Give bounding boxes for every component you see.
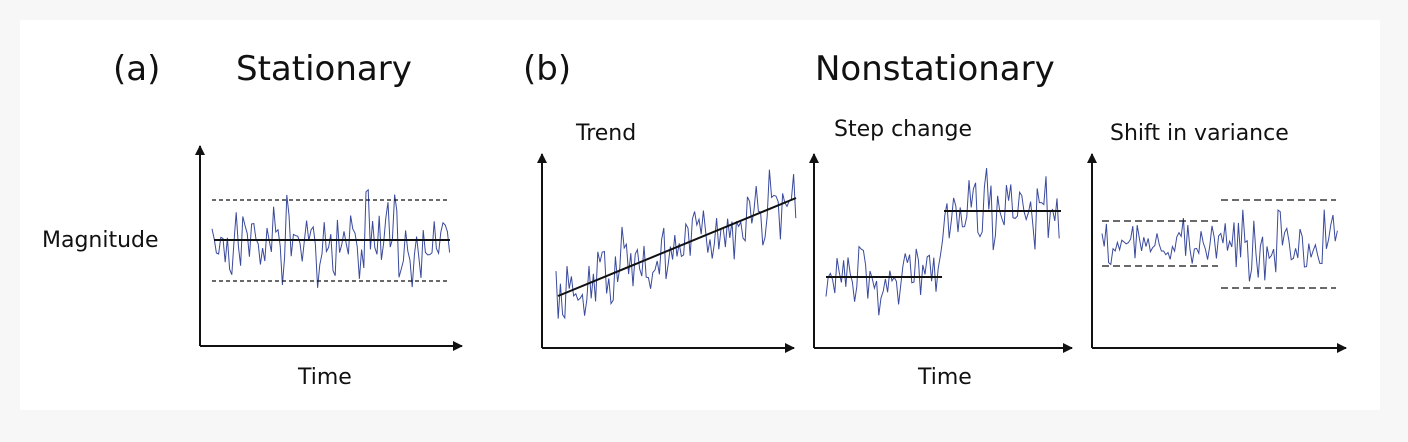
axes-step-change	[809, 153, 1073, 353]
axes-shift-in-variance	[1087, 153, 1347, 353]
panel-a-x-axis-label: Time	[297, 365, 352, 390]
panel-b-tag: (b)	[523, 49, 571, 89]
signal-shift-in-variance	[1101, 209, 1338, 282]
trend-line	[557, 197, 797, 297]
axes-stationary	[195, 145, 463, 351]
y-axis-label: Magnitude	[42, 228, 159, 253]
signal-step-change	[825, 168, 1060, 316]
subplot-label-shift-in-variance: Shift in variance	[1110, 121, 1289, 146]
signal-stationary	[211, 188, 451, 288]
panel-b-x-axis-label: Time	[917, 365, 972, 390]
panel-b-title: Nonstationary	[815, 49, 1055, 89]
signal-trend	[555, 169, 797, 320]
subplot-label-step-change: Step change	[834, 117, 972, 142]
panel-a-title: Stationary	[236, 49, 412, 89]
axes-trend	[537, 153, 795, 353]
subplot-label-trend: Trend	[575, 121, 636, 146]
panel-a-tag: (a)	[113, 49, 160, 89]
